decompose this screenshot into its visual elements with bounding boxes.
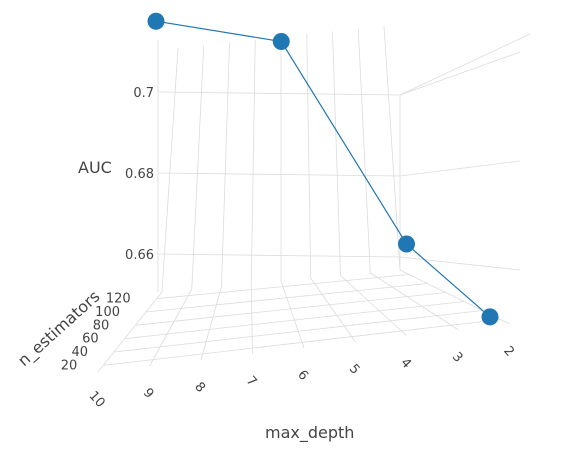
y-tick-label: 60 [82,332,99,347]
floor-grid-depth-line [310,278,356,343]
x-tick-label: 3 [449,350,466,366]
x-tick-label: 9 [140,386,157,402]
z-tick-label: 0.66 [125,248,154,263]
wall-grid-vertical-line [383,25,401,271]
x-tick-label: 5 [346,362,363,378]
wall-grid-auc-line [157,91,401,96]
y-tick-label: 120 [106,292,131,307]
x-tick-label: 8 [191,380,208,396]
wall-grid-vertical-line [332,31,341,276]
y-tick-label: 80 [93,318,110,333]
wall-grid-vertical-line [191,45,205,290]
floor-grid-depth-line [250,283,253,355]
data-point-marker[interactable] [398,235,415,253]
wall-grid-auc-line [157,172,401,177]
wall-grid-vertical-line [250,39,256,284]
wall-grid-vertical-line [221,42,230,287]
x-tick-label: 6 [294,368,311,384]
data-point-marker[interactable] [147,12,165,30]
wall-grid-vertical-line [161,47,179,293]
wall-grid-auc-line-right [399,160,521,177]
y-axis-title: n_estimators [14,287,104,371]
floor-grid-depth-line [200,286,222,361]
wall-grid-vertical-line [306,34,312,279]
z-tick-label: 0.68 [125,167,154,182]
y-tick-label: 100 [95,305,120,320]
wall-top-edge [399,33,531,96]
wall-grid-auc-line [157,253,401,258]
floor-grid-depth-line [340,275,408,337]
floor-grid-depth-line [97,291,163,373]
series[interactable] [147,12,499,326]
wall-grid-auc-line-right [399,256,521,271]
x-tick-label: 10 [85,388,107,410]
z-tick-label: 0.7 [133,86,154,101]
wall-grid-vertical-line [357,28,371,273]
floor-grid-depth-line [370,272,459,331]
floor-grid-depth-line [280,280,305,349]
x-tick-label: 4 [397,356,414,372]
x-tick-label: 7 [243,374,260,390]
data-point-marker[interactable] [272,33,290,50]
y-tick-label: 40 [71,345,88,360]
data-point-marker[interactable] [481,308,499,326]
x-axis-title: max_depth [265,423,354,443]
wall-grid-auc-line-right [399,51,521,96]
z-axis-title: AUC [78,158,112,177]
grid-lines [97,25,531,373]
floor-grid-depth-line [149,289,193,367]
y-tick-label: 20 [61,358,78,373]
x-tick-label: 2 [500,344,517,360]
series-line [155,20,491,318]
